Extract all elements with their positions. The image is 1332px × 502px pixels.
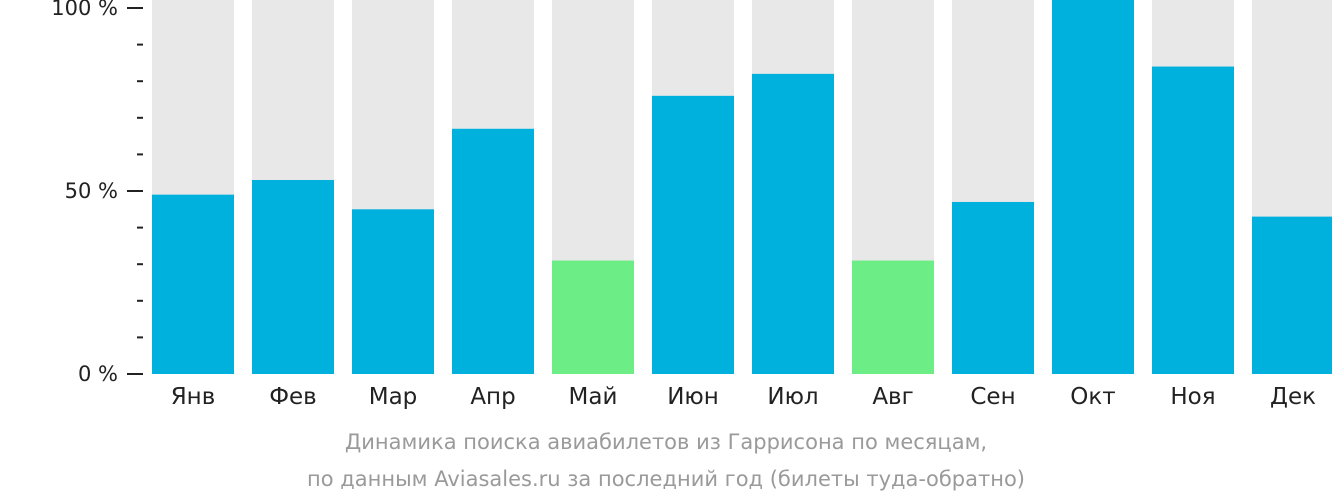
chart-caption-line2: по данным Aviasales.ru за последний год … (307, 467, 1025, 491)
x-tick-label: Ноя (1170, 384, 1215, 410)
x-tick-label: Янв (171, 384, 216, 410)
x-tick-label: Фев (269, 384, 317, 410)
bar-2 (252, 180, 334, 374)
x-tick-label: Мар (369, 384, 418, 410)
bar-11 (1152, 66, 1234, 374)
x-tick-label: Авг (872, 384, 913, 410)
bar-9 (952, 201, 1034, 374)
y-axis: 0 % 50 % 100 % (51, 0, 143, 386)
bar-6 (652, 95, 734, 374)
y-tick-label: 0 % (78, 362, 118, 386)
bar-12 (1252, 216, 1332, 374)
bar-1 (152, 194, 234, 374)
bar-4 (452, 128, 534, 374)
x-tick-label: Июл (767, 384, 818, 410)
bar-3 (352, 209, 434, 374)
x-tick-label: Май (569, 384, 618, 410)
y-tick-label: 100 % (51, 0, 118, 20)
bar-chart: 0 % 50 % 100 % Янв Фев Мар Апр Май Июн Июл Авг Сен… (51, 0, 1332, 410)
bar-5 (552, 260, 634, 374)
x-tick-label: Сен (970, 384, 1015, 410)
chart-caption-line1: Динамика поиска авиабилетов из Гаррисона… (344, 430, 988, 454)
x-tick-label: Дек (1270, 384, 1316, 410)
bar-7 (752, 73, 834, 374)
data-bars (152, 0, 1332, 374)
bar-8 (852, 260, 934, 374)
y-tick-label: 50 % (65, 179, 118, 203)
x-tick-label: Окт (1070, 384, 1115, 410)
x-tick-label: Июн (667, 384, 719, 410)
bar-10 (1052, 0, 1134, 374)
x-tick-label: Апр (470, 384, 515, 410)
x-axis-labels: Янв Фев Мар Апр Май Июн Июл Авг Сен Окт Ноя Дек (171, 384, 1316, 410)
